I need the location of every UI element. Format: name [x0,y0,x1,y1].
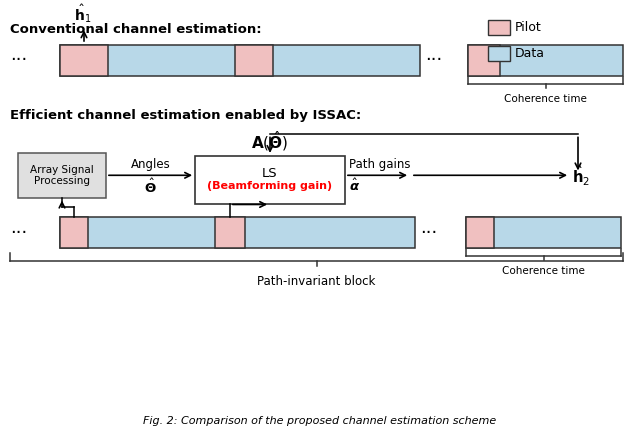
Text: $\hat{\mathbf{h}}_2$: $\hat{\mathbf{h}}_2$ [572,163,590,187]
Bar [235,45,273,76]
FancyBboxPatch shape [195,156,345,204]
Text: $\hat{\boldsymbol{\alpha}}$: $\hat{\boldsymbol{\alpha}}$ [349,178,360,194]
Bar [60,217,88,248]
Bar [215,217,245,248]
Bar [60,217,415,248]
Bar [466,217,621,248]
Text: Fig. 2: Comparison of the proposed channel estimation scheme: Fig. 2: Comparison of the proposed chann… [143,416,497,426]
Text: $\hat{\mathbf{h}}_1$: $\hat{\mathbf{h}}_1$ [74,3,92,25]
Text: LS: LS [262,167,278,180]
Bar [466,217,494,248]
Text: Array Signal: Array Signal [30,165,94,175]
Text: (Beamforming gain): (Beamforming gain) [207,181,333,191]
Text: Coherence time: Coherence time [502,266,585,276]
Text: Processing: Processing [34,176,90,186]
Text: Data: Data [515,47,545,60]
Text: Path-invariant block: Path-invariant block [257,275,376,287]
Bar [488,46,510,61]
Bar [468,45,623,76]
Text: Path gains: Path gains [349,158,410,171]
Text: Pilot: Pilot [515,21,541,34]
Bar [60,45,420,76]
Text: Angles: Angles [131,158,170,171]
Bar [488,20,510,35]
Bar [60,45,108,76]
Text: Coherence time: Coherence time [504,94,587,104]
Text: $\mathbf{A}(\hat{\boldsymbol{\Theta}})$: $\mathbf{A}(\hat{\boldsymbol{\Theta}})$ [252,129,289,153]
FancyBboxPatch shape [18,153,106,198]
Text: ···: ··· [10,224,28,242]
Bar [468,45,500,76]
Text: ···: ··· [10,51,28,69]
Text: ···: ··· [420,224,437,242]
Text: Efficient channel estimation enabled by ISSAC:: Efficient channel estimation enabled by … [10,109,361,122]
Text: Conventional channel estimation:: Conventional channel estimation: [10,23,262,36]
Text: ···: ··· [425,51,442,69]
Text: $\hat{\boldsymbol{\Theta}}$: $\hat{\boldsymbol{\Theta}}$ [144,178,157,196]
